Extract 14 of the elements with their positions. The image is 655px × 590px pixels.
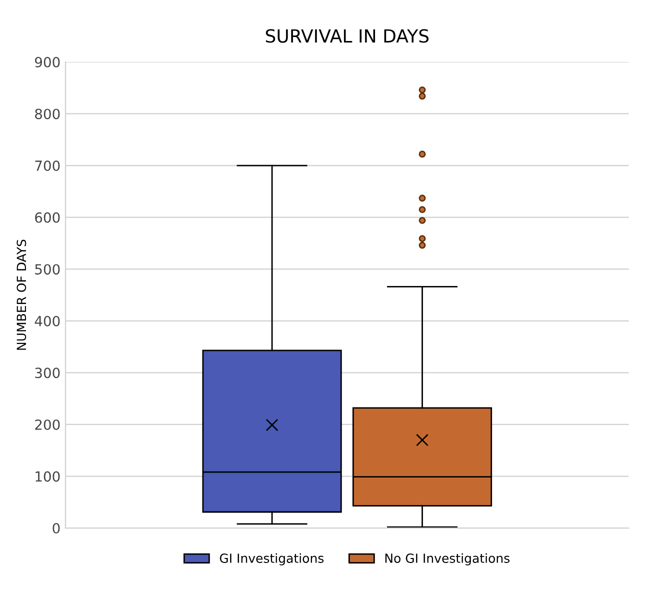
y-tick-label: 700 — [35, 160, 60, 171]
y-tick-label: 300 — [35, 368, 60, 378]
y-tick-label: 100 — [36, 471, 60, 482]
legend-label: No GI Investigations — [385, 553, 510, 566]
y-tick-label: 900 — [35, 56, 60, 68]
y-tick-label: 200 — [35, 419, 60, 430]
y-tick-label: 400 — [34, 316, 60, 326]
y-axis-title: NUMBER OF DAYS — [16, 240, 26, 350]
chart-title: SURVIVAL IN DAYS — [266, 29, 429, 43]
y-tick-label: 500 — [35, 264, 60, 275]
legend-label: GI Investigations — [220, 553, 324, 566]
y-tick-label: 0 — [52, 523, 60, 534]
y-tick-label: 600 — [35, 212, 60, 223]
y-tick-label: 800 — [35, 108, 60, 120]
